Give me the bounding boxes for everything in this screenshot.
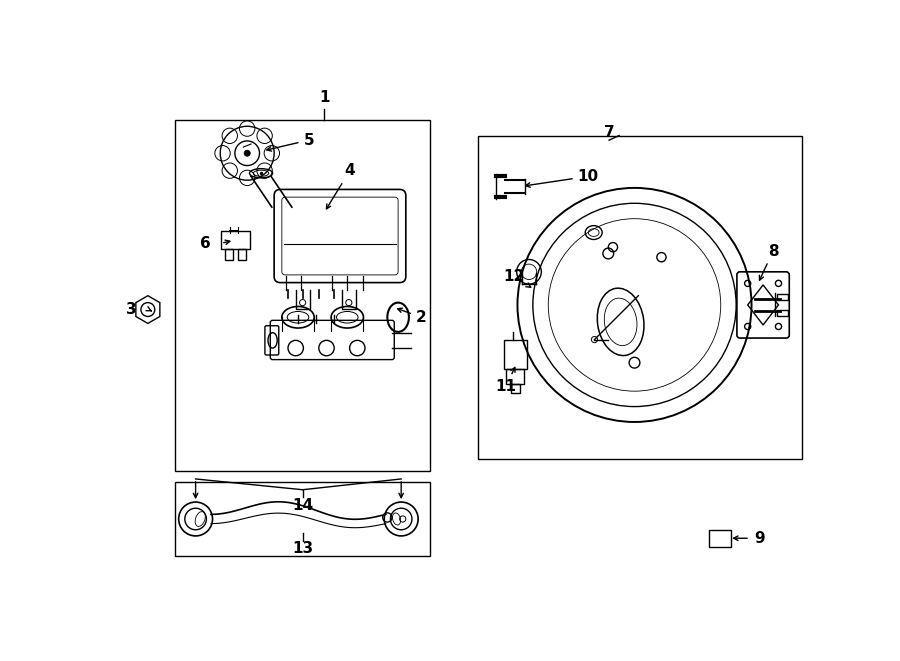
Circle shape xyxy=(244,150,250,156)
Bar xyxy=(777,309,788,316)
Text: 13: 13 xyxy=(292,541,313,556)
Text: 14: 14 xyxy=(292,498,313,513)
Text: 3: 3 xyxy=(126,302,137,317)
Text: 2: 2 xyxy=(398,308,427,325)
Bar xyxy=(709,529,731,547)
Bar xyxy=(225,249,232,260)
Text: 7: 7 xyxy=(604,125,615,140)
Text: 6: 6 xyxy=(200,236,211,251)
Text: 1: 1 xyxy=(319,89,329,104)
Bar xyxy=(238,249,246,260)
Text: 4: 4 xyxy=(327,163,355,209)
Text: 9: 9 xyxy=(754,531,764,546)
Text: 5: 5 xyxy=(266,133,314,151)
Text: 10: 10 xyxy=(526,169,599,187)
Text: 11: 11 xyxy=(495,368,517,394)
Text: 8: 8 xyxy=(760,243,778,280)
Bar xyxy=(777,294,788,300)
Text: 12: 12 xyxy=(503,269,531,288)
